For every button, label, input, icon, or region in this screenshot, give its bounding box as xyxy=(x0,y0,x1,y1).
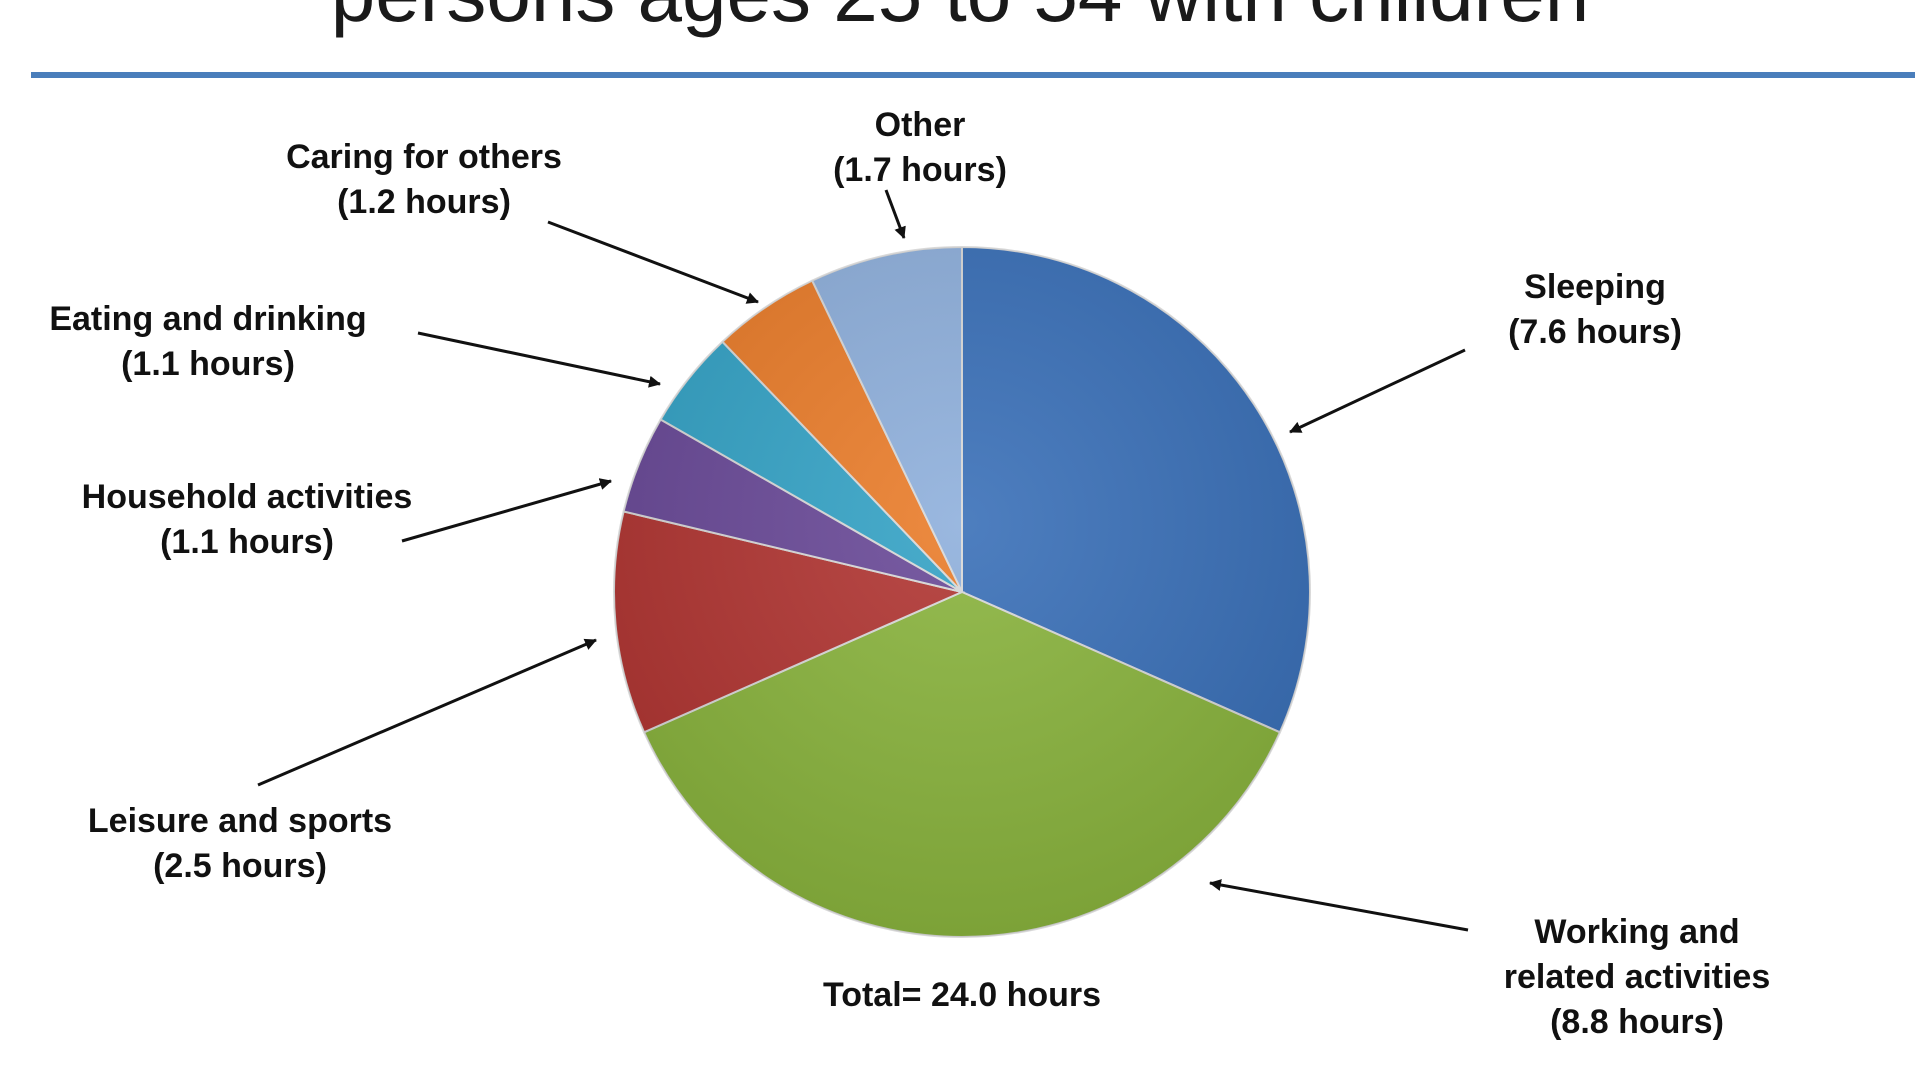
slice-label-line: (1.1 hours) xyxy=(160,523,334,561)
leader-arrow-caring-for-others xyxy=(547,220,759,304)
leader-arrow-working-and-related-activities xyxy=(1209,879,1469,932)
leader-arrow-leisure-and-sports xyxy=(257,638,597,787)
slice-label-leisure-and-sports: Leisure and sports (2.5 hours) xyxy=(88,802,392,885)
leader-arrow-sleeping xyxy=(1289,348,1466,434)
slice-label-eating-and-drinking: Eating and drinking (1.1 hours) xyxy=(49,300,366,383)
slice-label-line: (1.2 hours) xyxy=(337,183,511,221)
slice-label-working-and-related-activities: Working and related activities (8.8 hours) xyxy=(1504,913,1770,1041)
slice-label-line: related activities xyxy=(1504,958,1770,996)
pie-slices xyxy=(613,245,1311,938)
slice-label-line: Other xyxy=(875,106,966,144)
total-label: Total= 24.0 hours xyxy=(823,976,1101,1014)
slice-label-line: Eating and drinking xyxy=(49,300,366,338)
slice-label-household-activities: Household activities (1.1 hours) xyxy=(82,478,413,561)
slice-label-sleeping: Sleeping (7.6 hours) xyxy=(1508,268,1682,351)
title-rule xyxy=(31,72,1915,78)
leader-arrow-household-activities xyxy=(401,478,612,543)
leader-arrow-other xyxy=(884,189,906,239)
slice-label-line: (1.1 hours) xyxy=(121,345,295,383)
chart-title: persons ages 25 to 54 with children xyxy=(0,0,1920,40)
slice-label-line: (1.7 hours) xyxy=(833,151,1007,189)
slice-label-line: Caring for others xyxy=(286,138,562,176)
slice-label-line: (8.8 hours) xyxy=(1550,1003,1724,1041)
pie-labels: Sleeping (7.6 hours) Working and related ac… xyxy=(49,106,1770,1041)
leader-arrow-eating-and-drinking xyxy=(417,331,661,388)
slice-label-line: Leisure and sports xyxy=(88,802,392,840)
slice-label-line: Household activities xyxy=(82,478,413,516)
slice-label-line: Sleeping xyxy=(1524,268,1666,306)
slice-label-line: (7.6 hours) xyxy=(1508,313,1682,351)
slice-label-caring-for-others: Caring for others (1.2 hours) xyxy=(286,138,562,221)
slice-label-line: (2.5 hours) xyxy=(153,847,327,885)
slice-label-line: Working and xyxy=(1534,913,1739,951)
slice-label-other: Other (1.7 hours) xyxy=(833,106,1007,189)
